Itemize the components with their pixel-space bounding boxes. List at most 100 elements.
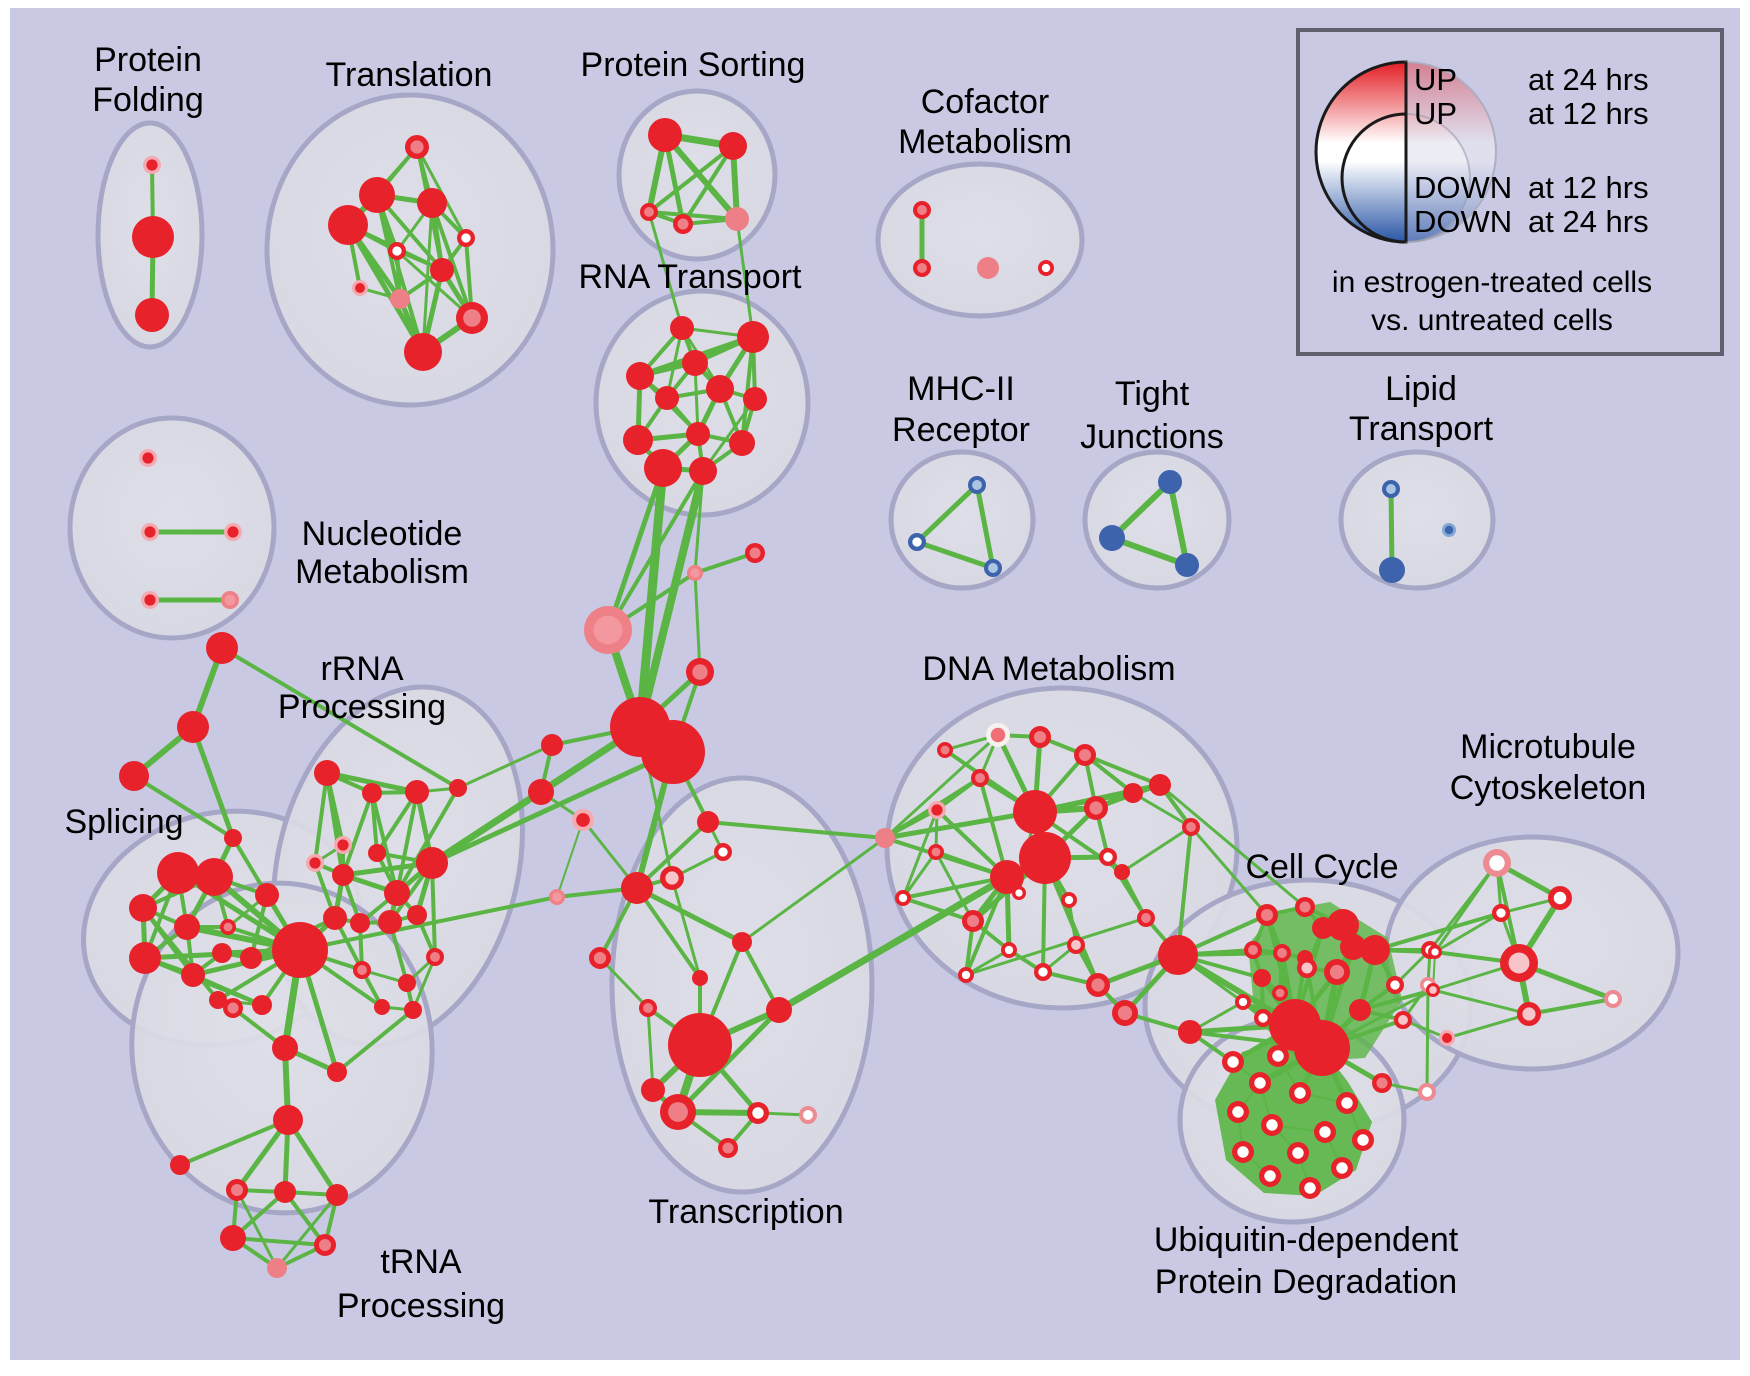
rrna-processing-node (449, 779, 467, 797)
splicing-node (252, 995, 272, 1015)
ubiquitin-degradation-label: Ubiquitin-dependent (1154, 1221, 1459, 1259)
cell-cycle-node-core (1277, 948, 1287, 958)
edge (735, 217, 755, 339)
dna-metabolism-node-core (931, 847, 941, 857)
transcription-node-core (668, 1102, 688, 1122)
splicing-node (206, 632, 238, 664)
edge (1176, 825, 1193, 957)
cell-cycle-node (1340, 934, 1366, 960)
dna-metabolism-node (1158, 935, 1198, 975)
ubiquitin-degradation-node-core (1304, 1182, 1316, 1194)
rna-transport-node (729, 430, 755, 456)
microtubule-cytoskeleton-label: Cytoskeleton (1450, 769, 1647, 807)
edge (395, 786, 460, 895)
rrna-processing-node (332, 864, 354, 886)
protein-folding-node (132, 216, 174, 258)
rrna-processing-node (374, 999, 390, 1015)
rrna-processing-label: rRNA (320, 650, 403, 688)
dna-metabolism-node-core (1117, 1005, 1133, 1021)
rrna-processing-node (404, 1001, 422, 1019)
dna-metabolism-node (875, 828, 895, 848)
translation-node-core (355, 283, 365, 293)
microtubule-cytoskeleton-node-core (1553, 891, 1567, 905)
protein-sorting-node (719, 132, 747, 160)
rna-transport-node (655, 386, 679, 410)
dna-metabolism-node-core (990, 727, 1006, 743)
translation-node (390, 289, 410, 309)
trna-processing-node (327, 1062, 347, 1082)
mhc-ii-receptor-ellipse (888, 449, 1036, 591)
rrna-processing-node (323, 906, 347, 930)
rrna-processing-node (407, 905, 427, 925)
rrna-processing-node-core (552, 892, 562, 902)
microtubule-cytoskeleton-node-core (1429, 986, 1437, 994)
cell-cycle-node-core (1258, 1013, 1268, 1023)
edge (882, 809, 1038, 841)
trna-processing-label: Processing (337, 1287, 505, 1325)
ubiquitin-degradation-node-core (1232, 1106, 1244, 1118)
nucleotide-metabolism-ellipse (67, 415, 277, 641)
protein-sorting-node (725, 207, 749, 231)
cell-cycle-node (1253, 969, 1271, 987)
translation-node (328, 205, 368, 245)
rrna-processing-node (528, 779, 554, 805)
edge (313, 771, 329, 865)
rrna-processing-node (384, 880, 410, 906)
cell-cycle-node (1349, 999, 1371, 1021)
edge (298, 895, 559, 952)
link-node (641, 720, 705, 784)
transcription-node (641, 1078, 665, 1102)
protein-sorting-node-core (644, 207, 654, 217)
trna-processing-node (272, 1035, 298, 1061)
nucleotide-metabolism-node-core (224, 594, 236, 606)
edge (345, 222, 426, 355)
splicing-node (177, 711, 209, 743)
trna-processing-node-core (318, 1238, 332, 1252)
edge (740, 836, 887, 944)
splicing-node (157, 852, 199, 894)
dna-metabolism-node-core (961, 970, 971, 980)
dna-metabolism-node-core (1038, 967, 1048, 977)
edge (456, 743, 554, 790)
edge (191, 973, 264, 1007)
ubiquitin-degradation-node-core (1341, 1097, 1353, 1109)
rrna-processing-node-core (357, 965, 367, 975)
dna-metabolism-node-core (975, 773, 985, 783)
lipid-transport-node (1379, 557, 1405, 583)
transcription-node-core (752, 1107, 764, 1119)
rna-transport-node (670, 316, 694, 340)
cell-cycle-node-core (1299, 901, 1311, 913)
edge (341, 791, 374, 877)
edge (1425, 983, 1430, 1094)
edge (324, 770, 346, 878)
protein-folding-node (135, 298, 169, 332)
protein-sorting-label: Protein Sorting (581, 46, 806, 84)
cell-cycle-node-core (1329, 964, 1345, 980)
edge (901, 896, 975, 923)
cell-cycle-node-core (1422, 1087, 1432, 1097)
rrna-processing-node (416, 847, 448, 879)
dna-metabolism-node-core (1015, 889, 1023, 897)
ubiquitin-degradation-node-core (1237, 1146, 1249, 1158)
splicing-node (255, 883, 279, 907)
dna-metabolism-node-core (1071, 940, 1081, 950)
edge (670, 876, 702, 980)
edge (606, 469, 705, 632)
translation-node-core (461, 233, 471, 243)
legend-row2-direction: DOWN (1414, 170, 1512, 205)
splicing-node (195, 858, 233, 896)
rrna-processing-node-core (576, 813, 590, 827)
rna-transport-node (682, 350, 708, 376)
cofactor-metabolism-label: Metabolism (898, 123, 1072, 161)
translation-node-core (463, 309, 481, 327)
cell-cycle-node-core (1248, 945, 1258, 955)
microtubule-cytoskeleton-node-core (1522, 1007, 1536, 1021)
rrna-processing-node-core (309, 857, 321, 869)
nucleotide-metabolism-label: Metabolism (295, 553, 469, 591)
dna-metabolism-node-core (931, 804, 943, 816)
edge (335, 1008, 415, 1074)
edge (701, 397, 757, 473)
edge (430, 201, 474, 320)
tight-junctions-label: Junctions (1080, 418, 1224, 456)
